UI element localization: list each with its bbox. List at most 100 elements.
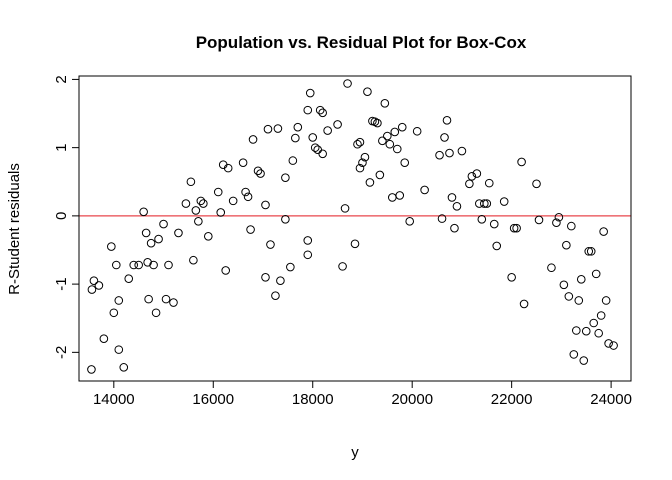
data-point — [467, 172, 477, 181]
data-point — [400, 158, 410, 167]
data-point — [569, 350, 579, 359]
data-point — [323, 126, 332, 135]
data-point — [114, 345, 124, 354]
data-point — [562, 240, 571, 250]
data-point — [263, 124, 273, 134]
x-tick-label: 20000 — [391, 391, 433, 408]
data-point — [151, 308, 161, 318]
data-point — [271, 291, 280, 301]
data-point — [315, 105, 325, 115]
data-point — [534, 215, 544, 225]
data-point — [435, 150, 444, 160]
data-point — [378, 136, 387, 146]
data-point — [288, 156, 298, 165]
data-point — [310, 143, 320, 152]
x-tick-label: 24000 — [590, 391, 632, 408]
data-point — [373, 118, 382, 128]
data-point — [567, 221, 576, 231]
data-point — [87, 285, 97, 294]
data-point — [308, 133, 318, 142]
data-point — [281, 173, 290, 182]
data-point — [189, 255, 198, 265]
data-point — [581, 326, 591, 336]
data-point — [579, 356, 589, 365]
data-point — [318, 149, 327, 159]
x-axis: 14000 16000 18000 20000 22000 24000 — [93, 381, 632, 408]
data-point — [203, 232, 213, 241]
data-point — [589, 318, 599, 328]
x-tick-label: 22000 — [491, 391, 533, 408]
data-point — [437, 214, 447, 223]
data-point — [194, 217, 203, 226]
data-point — [186, 177, 196, 187]
data-point — [574, 296, 584, 305]
data-point — [457, 146, 467, 156]
data-point — [552, 218, 561, 228]
data-point — [143, 257, 152, 267]
data-point — [159, 219, 168, 229]
data-point — [477, 214, 487, 224]
data-point — [241, 187, 250, 197]
data-point — [596, 311, 606, 320]
data-point — [370, 117, 380, 127]
data-point — [303, 105, 313, 115]
data-point — [420, 185, 429, 195]
data-point — [169, 298, 178, 307]
data-point — [584, 247, 594, 256]
data-point — [355, 137, 365, 147]
data-point — [256, 169, 265, 178]
data-point — [353, 139, 362, 149]
data-point — [380, 98, 390, 108]
data-point — [385, 139, 395, 149]
data-point — [405, 217, 415, 226]
data-point — [338, 262, 347, 271]
data-point — [303, 236, 313, 245]
data-point — [134, 260, 143, 270]
data-point — [129, 260, 139, 270]
y-tick-label: -2 — [53, 346, 70, 359]
data-point — [119, 363, 129, 372]
data-point — [228, 196, 238, 206]
data-point — [507, 272, 516, 282]
data-point — [89, 276, 99, 285]
x-tick-label: 16000 — [192, 391, 234, 408]
y-tick-label: 0 — [53, 212, 70, 220]
data-point — [554, 212, 564, 222]
data-point — [261, 272, 270, 282]
data-point — [492, 241, 502, 251]
data-point — [109, 308, 119, 318]
data-point — [412, 126, 422, 136]
data-point — [305, 88, 315, 98]
data-point — [273, 124, 283, 133]
data-point — [144, 294, 153, 304]
data-point — [124, 274, 134, 283]
data-point — [586, 247, 596, 256]
x-tick-label: 14000 — [93, 391, 135, 408]
data-point — [154, 234, 163, 244]
data-point — [609, 341, 618, 350]
data-point — [479, 199, 489, 208]
data-points — [87, 79, 618, 374]
data-point — [397, 122, 407, 132]
data-point — [499, 197, 509, 206]
data-point — [107, 242, 116, 251]
data-point — [281, 214, 290, 224]
y-axis-label: R-Student residuals — [6, 163, 23, 295]
data-point — [576, 275, 586, 284]
x-tick-label: 18000 — [292, 391, 334, 408]
data-point — [174, 228, 183, 238]
data-point — [333, 120, 342, 129]
data-point — [472, 169, 482, 178]
data-point — [509, 223, 519, 233]
data-point — [519, 299, 529, 309]
data-point — [313, 145, 323, 154]
data-point — [489, 219, 499, 229]
data-point — [161, 294, 171, 304]
chart-title: Population vs. Residual Plot for Box-Cox — [196, 33, 527, 52]
data-point — [601, 296, 611, 305]
data-point — [559, 280, 569, 290]
data-point — [94, 281, 104, 290]
data-point — [547, 263, 556, 273]
data-point — [248, 135, 258, 144]
data-point — [465, 179, 474, 189]
